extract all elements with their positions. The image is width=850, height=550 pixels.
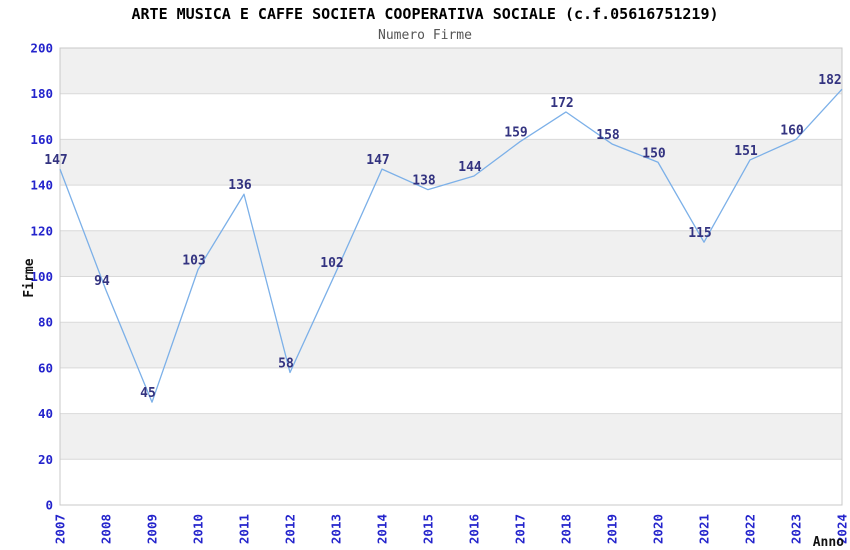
data-point-label: 151 [734, 144, 758, 159]
data-point-label: 94 [94, 274, 110, 289]
y-tick-label: 60 [38, 360, 53, 375]
grid-band [60, 230, 842, 277]
data-point-label: 159 [504, 126, 527, 141]
data-point-label: 158 [596, 128, 620, 143]
grid-band [60, 185, 842, 231]
chart-subtitle: Numero Firme [378, 28, 472, 43]
y-tick-label: 20 [38, 452, 53, 467]
x-tick-label: 2022 [743, 514, 758, 544]
y-tick-label: 160 [30, 132, 53, 147]
x-tick-label: 2019 [605, 514, 620, 544]
data-point-label: 102 [320, 256, 343, 271]
grid-band [60, 459, 842, 505]
data-point-label: 103 [182, 254, 205, 269]
y-tick-label: 80 [38, 315, 53, 330]
x-tick-label: 2010 [191, 514, 206, 544]
x-tick-label: 2020 [651, 514, 666, 544]
chart-title: ARTE MUSICA E CAFFE SOCIETA COOPERATIVA … [131, 5, 719, 23]
data-point-label: 115 [688, 226, 711, 241]
data-point-label: 138 [412, 174, 436, 189]
x-tick-label: 2023 [789, 514, 804, 544]
x-tick-label: 2008 [99, 514, 114, 544]
data-point-label: 136 [228, 178, 252, 193]
data-point-label: 45 [140, 386, 156, 401]
grid-band [60, 413, 842, 460]
y-tick-label: 100 [30, 269, 53, 284]
grid-band [60, 139, 842, 186]
y-tick-label: 0 [45, 498, 53, 513]
x-tick-label: 2016 [467, 514, 482, 544]
data-point-label: 147 [44, 153, 67, 168]
grid-band [60, 322, 842, 368]
grid-band [60, 48, 842, 94]
y-axis-title: Firme [22, 258, 37, 297]
x-tick-label: 2015 [421, 514, 436, 544]
y-tick-label: 140 [30, 178, 53, 193]
grid-band [60, 276, 842, 323]
x-tick-label: 2007 [53, 514, 68, 544]
y-tick-label: 200 [30, 41, 53, 56]
x-tick-label: 2013 [329, 514, 344, 544]
y-tick-label: 120 [30, 223, 53, 238]
data-point-label: 144 [458, 160, 482, 175]
x-tick-label: 2011 [237, 514, 252, 544]
x-tick-label: 2017 [513, 514, 528, 544]
grid-band [60, 367, 842, 414]
x-axis-title: Anno [813, 535, 844, 550]
chart-line [59, 88, 843, 403]
data-point-label: 150 [642, 146, 666, 161]
data-point-label: 160 [780, 123, 804, 138]
x-tick-label: 2009 [145, 514, 160, 544]
plot-border [59, 47, 843, 506]
y-tick-label: 180 [30, 86, 53, 101]
y-tick-label: 40 [38, 406, 53, 421]
data-point-label: 182 [818, 73, 841, 88]
x-tick-label: 2012 [283, 514, 298, 544]
data-point-label: 147 [366, 153, 389, 168]
grid-band [60, 93, 842, 140]
data-point-label: 172 [550, 96, 573, 111]
data-point-label: 58 [278, 356, 294, 371]
x-tick-label: 2014 [375, 514, 390, 544]
x-tick-label: 2021 [697, 514, 712, 544]
x-tick-label: 2024 [835, 514, 850, 544]
x-tick-label: 2018 [559, 514, 574, 544]
